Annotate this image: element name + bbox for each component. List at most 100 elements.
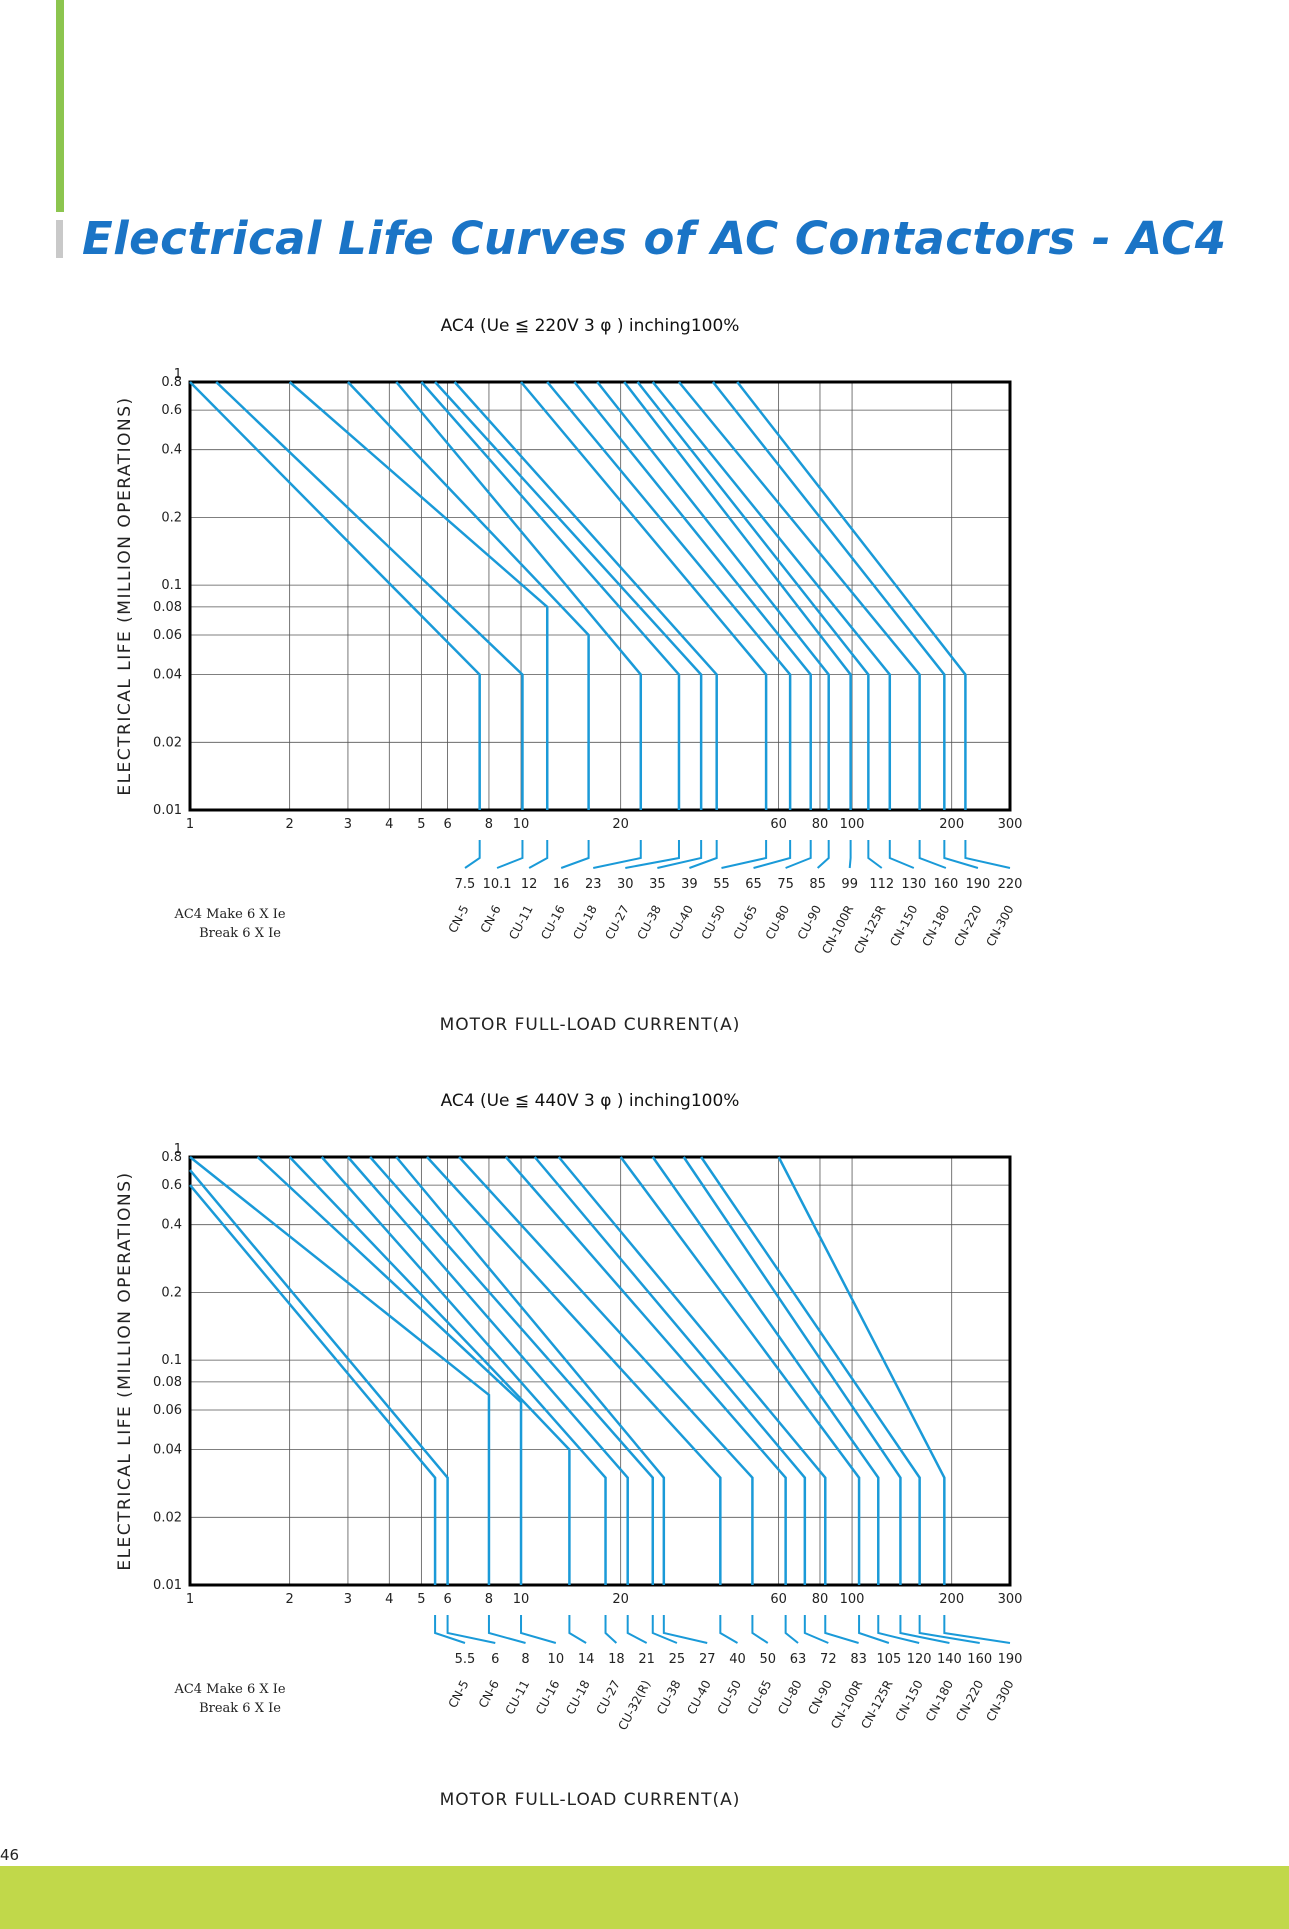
y-tick-label: 0.04 (153, 668, 182, 683)
series-leader (689, 840, 718, 869)
series-line (533, 1156, 807, 1585)
series-current-label: 105 (876, 1652, 901, 1667)
series-leader (753, 840, 792, 869)
series-leader (626, 1615, 648, 1644)
series-leader (848, 840, 852, 869)
series-current-label: 27 (699, 1652, 716, 1667)
x-tick-label: 1 (186, 1592, 194, 1607)
series-leader (824, 1615, 859, 1644)
y-tick-label: 0.2 (161, 1285, 182, 1300)
series-leader (784, 1615, 799, 1644)
x-tick-label: 300 (998, 1592, 1023, 1607)
x-tick-label: 5 (417, 817, 425, 832)
series-model-label: CU-11 (506, 903, 536, 942)
series-leader (943, 1615, 1011, 1644)
series-line (320, 1156, 607, 1585)
y-tick-label: 0.06 (153, 628, 182, 643)
x-tick-label: 8 (485, 817, 493, 832)
series-model-label: CN-125R (851, 903, 888, 956)
series-model-label: CN-6 (478, 903, 504, 935)
series-current-label: 140 (937, 1652, 962, 1667)
y-tick-label: 0.4 (161, 1218, 182, 1233)
series-model-label: CN-300 (983, 903, 1016, 949)
x-axis-label: MOTOR FULL-LOAD CURRENT(A) (440, 1790, 741, 1810)
series-current-label: 8 (521, 1652, 529, 1667)
series-leader (785, 840, 812, 869)
series-model-label: CU-18 (570, 903, 600, 942)
series-line (189, 1184, 437, 1585)
series-line (256, 1156, 523, 1585)
x-tick-label: 3 (344, 817, 352, 832)
title-marker (56, 220, 63, 258)
series-current-label: 6 (491, 1652, 499, 1667)
series-current-label: 83 (850, 1652, 867, 1667)
y-tick-label: 1 (174, 1142, 182, 1157)
x-tick-label: 6 (443, 1592, 451, 1607)
x-tick-label: 300 (998, 817, 1023, 832)
series-current-label: 160 (933, 877, 958, 892)
series-leader (888, 840, 915, 869)
series-current-label: 220 (998, 877, 1023, 892)
series-current-label: 39 (681, 877, 698, 892)
series-current-label: 63 (790, 1652, 807, 1667)
series-line (736, 381, 967, 810)
series-model-label: CN-300 (983, 1678, 1016, 1724)
y-tick-label: 0.2 (161, 510, 182, 525)
x-tick-label: 1 (186, 817, 194, 832)
series-current-label: 7.5 (455, 877, 476, 892)
y-tick-label: 1 (174, 367, 182, 382)
note-line: AC4 Make 6 X Ie (173, 1682, 285, 1697)
series-current-label: 65 (745, 877, 762, 892)
series-model-label: CU-11 (503, 1678, 533, 1717)
chart-title: AC4 (Ue ≦ 440V 3 φ ) inching100% (441, 1091, 740, 1111)
series-current-label: 112 (869, 877, 894, 892)
series-current-label: 55 (713, 877, 730, 892)
series-leader (867, 840, 883, 869)
series-current-label: 14 (578, 1652, 595, 1667)
plot-frame (188, 1155, 1012, 1587)
series-leader (816, 840, 830, 869)
series-current-label: 130 (901, 877, 926, 892)
series-current-label: 30 (617, 877, 634, 892)
series-model-label: CN-150 (887, 903, 920, 949)
x-tick-label: 20 (612, 1592, 629, 1607)
series-line (347, 381, 590, 810)
note-line: Break 6 X Ie (199, 1701, 281, 1716)
series-leader (593, 840, 642, 869)
x-tick-label: 10 (513, 817, 530, 832)
series-leader (719, 1615, 739, 1644)
y-tick-label: 0.8 (161, 1150, 182, 1165)
y-axis-label: ELECTRICAL LIFE (MILLION OPERATIONS) (115, 396, 135, 795)
series-current-label: 120 (907, 1652, 932, 1667)
series-line (557, 1156, 827, 1585)
series-leader (487, 1615, 526, 1644)
series-model-label: CU-16 (538, 903, 568, 942)
series-current-label: 18 (608, 1652, 625, 1667)
series-line (434, 381, 703, 810)
series-line (395, 381, 643, 810)
series-leader (446, 1615, 496, 1644)
series-current-label: 10 (548, 1652, 565, 1667)
series-model-label: CU-38 (634, 903, 664, 942)
series-model-label: CN-90 (805, 1678, 835, 1717)
series-current-label: 12 (521, 877, 538, 892)
series-leader (560, 840, 590, 869)
series-leader (464, 840, 481, 869)
series-line (453, 381, 718, 810)
x-tick-label: 60 (770, 817, 787, 832)
series-line (458, 1156, 754, 1585)
series-model-label: CU-27 (602, 903, 632, 942)
series-leader (651, 1615, 678, 1644)
series-leader (803, 1615, 829, 1644)
series-model-label: CU-18 (563, 1678, 593, 1717)
grid (189, 1156, 1011, 1586)
x-tick-label: 20 (612, 817, 629, 832)
series-line (504, 1156, 787, 1585)
series-current-label: 190 (966, 877, 991, 892)
y-tick-label: 0.04 (153, 1443, 182, 1458)
y-tick-label: 0.08 (153, 1375, 182, 1390)
series-line (189, 1156, 491, 1585)
x-tick-label: 200 (939, 1592, 964, 1607)
series-leader (496, 840, 524, 869)
x-tick-label: 5 (417, 1592, 425, 1607)
